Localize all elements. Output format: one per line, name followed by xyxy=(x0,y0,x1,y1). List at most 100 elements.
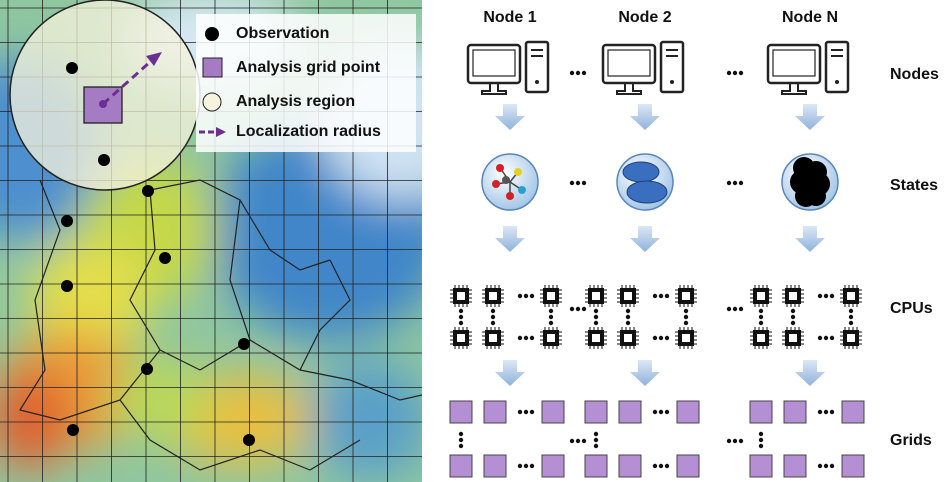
map: Observation Analysis grid point Analysis… xyxy=(0,0,422,482)
tower xyxy=(524,40,550,94)
chip-core xyxy=(757,334,765,342)
ellipsis-dot xyxy=(458,320,464,326)
ellipsis-dot xyxy=(829,463,835,469)
tower xyxy=(824,40,850,94)
grid-cell xyxy=(841,400,865,424)
cpu-chip xyxy=(782,327,804,349)
chip-core xyxy=(789,292,797,300)
ellipsis-dot xyxy=(726,70,732,76)
chip-core xyxy=(592,334,600,342)
ellipsis-dot xyxy=(569,70,575,76)
flow-arrow xyxy=(495,226,525,252)
chip-core xyxy=(457,334,465,342)
ellipsis-dot xyxy=(683,320,689,326)
ellipsis-dot xyxy=(683,308,689,314)
observation xyxy=(67,424,79,436)
ellipsis-dot xyxy=(569,438,575,444)
monitor-stand xyxy=(616,83,642,95)
ellipsis-dot xyxy=(517,293,523,299)
ellipsis-dot xyxy=(652,293,658,299)
legend-box xyxy=(196,14,416,152)
grid-cell xyxy=(483,454,507,478)
ellipsis-dot xyxy=(823,335,829,341)
chip-core xyxy=(757,292,765,300)
ellipsis-dot xyxy=(593,308,599,314)
ellipsis-dot xyxy=(581,306,587,312)
ellipsis-dot xyxy=(790,314,796,320)
ellipsis-dot xyxy=(664,293,670,299)
cpu-chip xyxy=(482,327,504,349)
observation xyxy=(61,280,73,292)
ellipsis-dot xyxy=(823,409,829,415)
atom xyxy=(496,164,504,172)
ellipsis-dot xyxy=(758,314,764,320)
chip-core xyxy=(789,334,797,342)
grid-cell xyxy=(783,454,807,478)
ellipsis-dot xyxy=(817,335,823,341)
ellipsis-dot xyxy=(823,463,829,469)
ellipsis-dot xyxy=(458,308,464,314)
screen xyxy=(772,49,816,77)
chip-core xyxy=(547,292,555,300)
screen xyxy=(472,49,516,77)
ellipsis-dot xyxy=(490,320,496,326)
ellipsis-dot xyxy=(593,437,599,443)
ellipsis-dot xyxy=(575,70,581,76)
ellipsis-dot xyxy=(529,335,535,341)
ellipsis-dot xyxy=(569,180,575,186)
legend-label: Analysis grid point xyxy=(236,59,381,76)
ellipsis-dot xyxy=(490,308,496,314)
observation xyxy=(159,252,171,264)
ellipsis-dot xyxy=(569,306,575,312)
observation xyxy=(238,338,250,350)
ellipsis-dot xyxy=(593,443,599,449)
grid-cell xyxy=(749,454,773,478)
flow-arrow xyxy=(630,226,660,252)
ellipsis-dot xyxy=(664,409,670,415)
radius-arrow xyxy=(102,60,151,106)
ellipsis-dot xyxy=(738,306,744,312)
observation xyxy=(66,62,78,74)
ellipsis-dot xyxy=(523,293,529,299)
column-label: Node 1 xyxy=(483,9,536,26)
flow-arrow xyxy=(795,104,825,130)
ellipsis-dot xyxy=(829,293,835,299)
chip-core xyxy=(547,334,555,342)
ellipsis-dot xyxy=(529,409,535,415)
screen xyxy=(607,49,651,77)
cpu-chip xyxy=(540,285,562,307)
ellipsis-dot xyxy=(652,409,658,415)
cpu-chip xyxy=(585,285,607,307)
ellipsis-dot xyxy=(758,431,764,437)
grid-cell xyxy=(676,400,700,424)
ellipsis-dot xyxy=(652,463,658,469)
tower-button xyxy=(535,80,539,84)
flow-arrow xyxy=(495,360,525,386)
ellipsis-dot xyxy=(529,293,535,299)
ellipsis-dot xyxy=(738,180,744,186)
tower-button xyxy=(670,80,674,84)
ellipsis-dot xyxy=(738,70,744,76)
flow-arrow xyxy=(795,226,825,252)
ellipsis-dot xyxy=(523,335,529,341)
chip-core xyxy=(624,334,632,342)
grid-cell xyxy=(676,454,700,478)
cpu-chip xyxy=(840,327,862,349)
cpu-chip xyxy=(750,327,772,349)
observation xyxy=(141,363,153,375)
atom xyxy=(492,180,500,188)
ellipsis-dot xyxy=(758,320,764,326)
cpu-chip xyxy=(482,285,504,307)
chip-core xyxy=(489,292,497,300)
ellipsis-dot xyxy=(829,409,835,415)
ellipsis-dot xyxy=(625,314,631,320)
ellipsis-dot xyxy=(575,180,581,186)
ellipsis-dot xyxy=(575,306,581,312)
grid-cell xyxy=(541,400,565,424)
ellipsis-dot xyxy=(726,438,732,444)
chip-core xyxy=(682,292,690,300)
ellipsis-dot xyxy=(732,306,738,312)
ellipsis-dot xyxy=(664,463,670,469)
flow-arrow xyxy=(630,360,660,386)
